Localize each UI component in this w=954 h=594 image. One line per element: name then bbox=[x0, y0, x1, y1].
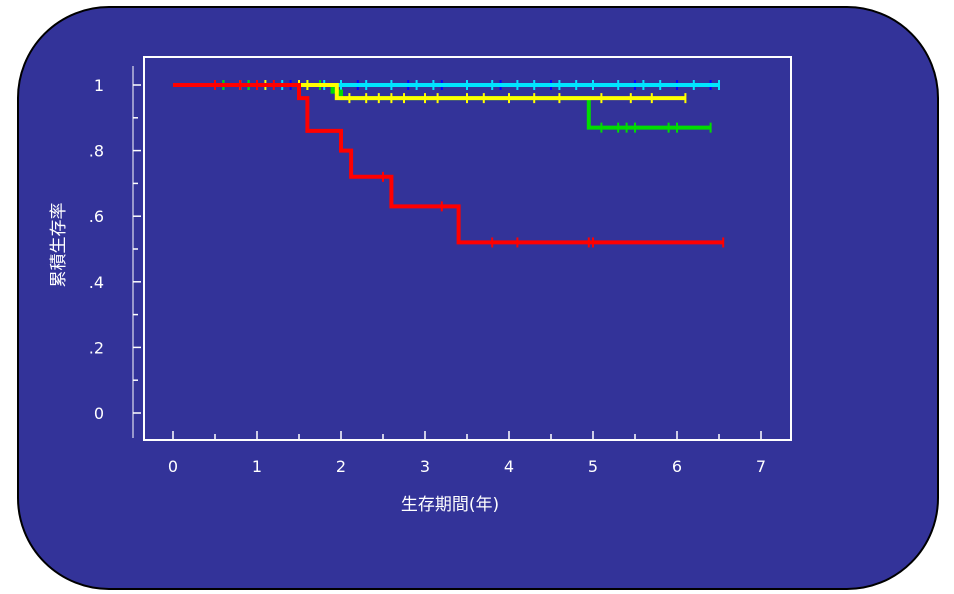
chart-panel bbox=[17, 6, 939, 590]
x-tick-label: 1 bbox=[252, 457, 262, 476]
survival-curve bbox=[173, 83, 711, 130]
series-layer bbox=[173, 80, 725, 248]
x-tick-label: 7 bbox=[756, 457, 766, 476]
plot-frame bbox=[143, 56, 792, 441]
y-tick-label: 1 bbox=[94, 76, 104, 95]
y-axis: 0 .2 .4 .6 .8 1 bbox=[89, 66, 141, 438]
series-5 bbox=[173, 80, 725, 248]
x-tick-label: 0 bbox=[168, 457, 178, 476]
y-tick-label: .2 bbox=[89, 338, 104, 357]
x-axis-title: 生存期間(年) bbox=[401, 495, 499, 515]
y-tick-label: .8 bbox=[89, 142, 104, 161]
y-tick-label: .4 bbox=[89, 273, 104, 292]
x-tick-label: 3 bbox=[420, 457, 430, 476]
y-axis-title: 累積生存率 bbox=[49, 203, 69, 288]
x-tick-label: 6 bbox=[672, 457, 682, 476]
x-tick-label: 2 bbox=[336, 457, 346, 476]
x-axis: 0 1 2 3 4 5 6 7 bbox=[168, 431, 766, 476]
y-tick-label: .6 bbox=[89, 207, 104, 226]
survival-curve bbox=[173, 83, 724, 245]
x-tick-label: 5 bbox=[588, 457, 598, 476]
x-tick-label: 4 bbox=[504, 457, 514, 476]
y-tick-label: 0 bbox=[94, 404, 104, 423]
